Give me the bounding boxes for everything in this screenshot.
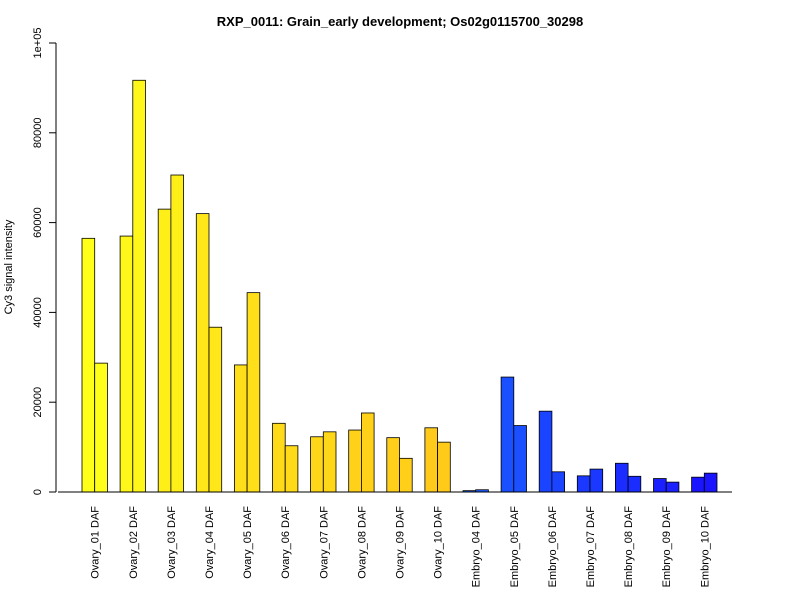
bar: [208, 326, 223, 493]
y-tick-label: 80000: [32, 118, 44, 149]
bar: [157, 208, 172, 493]
bar: [386, 437, 400, 493]
bar: [284, 445, 299, 493]
y-tick-label: 1e+05: [32, 28, 44, 59]
y-tick-label: 0: [32, 489, 44, 495]
bar: [513, 425, 527, 493]
y-tick-label: 60000: [32, 207, 44, 238]
category-label: Ovary_05 DAF: [242, 506, 254, 579]
bar: [233, 364, 248, 493]
category-label: Embryo_07 DAF: [585, 506, 597, 588]
category-label: Ovary_06 DAF: [280, 506, 292, 579]
bar: [589, 468, 604, 493]
category-label: Ovary_04 DAF: [204, 506, 216, 579]
bar: [195, 213, 210, 493]
y-axis-label: Cy3 signal intensity: [3, 219, 15, 314]
bar: [119, 235, 134, 493]
bar: [399, 457, 413, 493]
bar: [691, 476, 705, 493]
category-label: Ovary_10 DAF: [433, 506, 445, 579]
category-label: Ovary_09 DAF: [395, 506, 407, 579]
category-label: Embryo_04 DAF: [471, 506, 483, 588]
bar: [538, 410, 553, 493]
bar: [653, 478, 667, 493]
category-label: Embryo_09 DAF: [661, 506, 673, 588]
bar: [132, 79, 146, 493]
category-label: Ovary_07 DAF: [318, 506, 330, 579]
bar: [360, 412, 375, 493]
bar: [703, 472, 718, 493]
bar: [627, 475, 642, 493]
category-label: Ovary_02 DAF: [128, 506, 140, 579]
bar: [424, 427, 438, 493]
bar: [551, 471, 566, 493]
category-label: Ovary_08 DAF: [356, 506, 368, 579]
y-axis: 0 20000 40000 60000 80000 1e+05: [32, 28, 57, 495]
chart-title: RXP_0011: Grain_early development; Os02g…: [217, 14, 583, 29]
bar: [246, 292, 261, 493]
y-tick-label: 20000: [32, 387, 44, 418]
bar: [81, 237, 96, 493]
category-labels: Ovary_01 DAF Ovary_02 DAF Ovary_03 DAF Ovar…: [90, 506, 712, 588]
bar: [437, 441, 451, 493]
category-label: Embryo_05 DAF: [509, 506, 521, 588]
bar: [576, 475, 591, 493]
category-label: Embryo_06 DAF: [547, 506, 559, 588]
bar: [665, 481, 680, 493]
bar: [348, 429, 362, 493]
bar: [500, 376, 515, 493]
y-tick-label: 40000: [32, 297, 44, 328]
bars-group: [81, 79, 718, 493]
bar: [322, 431, 337, 493]
bar: [310, 436, 324, 493]
category-label: Embryo_10 DAF: [699, 506, 711, 588]
category-label: Embryo_08 DAF: [623, 506, 635, 588]
bar: [272, 422, 286, 493]
category-label: Ovary_03 DAF: [166, 506, 178, 579]
bar: [170, 174, 184, 493]
bar: [615, 462, 629, 493]
category-label: Ovary_01 DAF: [90, 506, 102, 579]
bar: [94, 362, 108, 493]
